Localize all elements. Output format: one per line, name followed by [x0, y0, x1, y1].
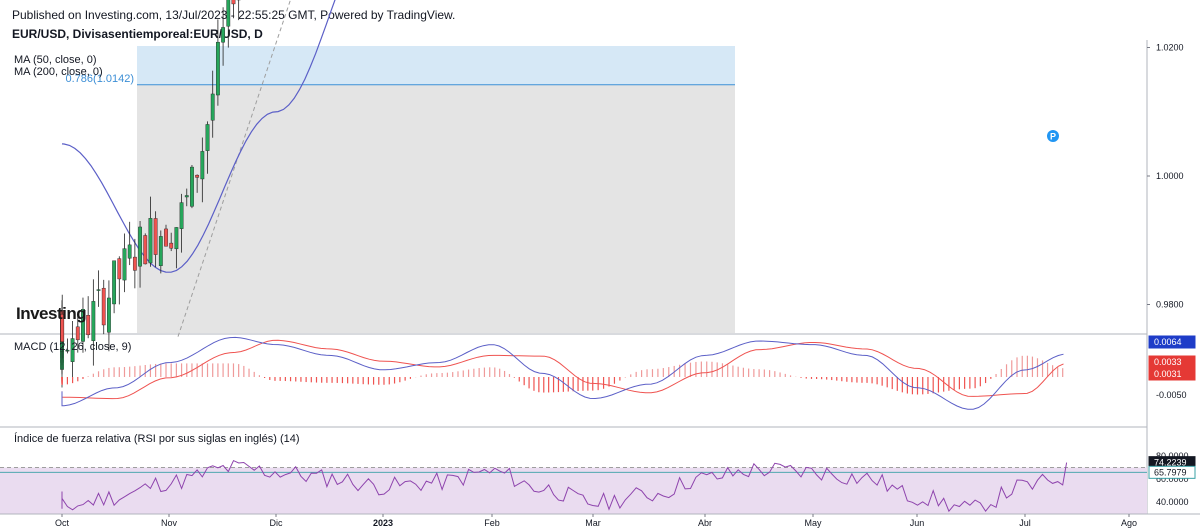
- candle: [205, 124, 210, 151]
- time-tick-label: Abr: [698, 518, 712, 528]
- time-tick-label: Jun: [910, 518, 925, 528]
- candle: [195, 174, 200, 178]
- fib-level-label: 0.786(1.0142): [66, 73, 135, 85]
- price-tick-label: 0.9800: [1156, 300, 1184, 310]
- macd-tag-box: [1148, 335, 1196, 349]
- candle: [60, 314, 65, 342]
- candle: [75, 326, 80, 341]
- ma50-legend[interactable]: MA (50, close, 0): [14, 54, 97, 66]
- candle: [70, 338, 75, 362]
- candle: [132, 256, 137, 271]
- investing-logo: Investing: [16, 304, 87, 323]
- time-tick-label: Nov: [161, 518, 178, 528]
- time-tick-label: Feb: [484, 518, 500, 528]
- candle: [215, 41, 220, 96]
- time-tick-label: Ago: [1121, 518, 1137, 528]
- rsi-tag-box: [1148, 465, 1196, 479]
- candle: [107, 297, 111, 333]
- candle: [143, 235, 148, 265]
- candle: [179, 202, 184, 229]
- fib-trend-line: [177, 0, 291, 337]
- candle: [169, 242, 174, 249]
- rsi-tick-label: 80.0000: [1156, 451, 1189, 461]
- ma200-legend[interactable]: MA (200, close, 0): [14, 66, 103, 78]
- candle: [138, 226, 142, 267]
- rsi-tick-label: 60.0000: [1156, 474, 1189, 484]
- candle: [221, 27, 225, 43]
- candle: [112, 260, 117, 305]
- candle: [122, 248, 127, 281]
- time-tick-label: Jul: [1019, 518, 1031, 528]
- macd-tag: 0.0031: [1154, 369, 1182, 379]
- candle: [184, 195, 189, 198]
- pivot-marker-icon: [1047, 130, 1059, 142]
- macd-tag-box: [1148, 367, 1196, 381]
- time-tick-label: Oct: [55, 518, 70, 528]
- rsi-tag: 74.2239: [1154, 458, 1187, 468]
- fib-zone: [137, 84, 735, 333]
- pivot-marker-label: P: [1050, 132, 1056, 142]
- candle: [190, 166, 194, 207]
- candle: [127, 244, 132, 259]
- rsi-tag: 65.7979: [1154, 467, 1187, 477]
- symbol-title: EUR/USD, Divisasentiemporeal:EUR/USD, D: [12, 27, 263, 41]
- time-tick-label: Mar: [585, 518, 601, 528]
- candle: [86, 315, 91, 336]
- candle: [226, 0, 231, 27]
- candle: [158, 236, 163, 266]
- rsi-line: [61, 459, 1068, 513]
- candle: [96, 289, 101, 291]
- price-tick-label: 1.0000: [1156, 171, 1184, 181]
- macd-tag: 0.0033: [1154, 357, 1182, 367]
- candle: [91, 301, 96, 341]
- candle: [153, 218, 158, 255]
- time-tick-label: May: [804, 518, 822, 528]
- candle: [81, 308, 85, 342]
- candle: [65, 349, 70, 352]
- macd-tick-label: -0.0050: [1156, 390, 1187, 400]
- fib-zone: [137, 46, 735, 85]
- candle: [231, 0, 236, 5]
- ma50-line: [61, 0, 336, 273]
- macd-line: [61, 336, 1064, 410]
- candle: [200, 151, 205, 180]
- candle: [210, 93, 215, 121]
- macd-signal-line: [61, 339, 1064, 400]
- candle: [101, 287, 106, 326]
- time-tick-label: 2023: [373, 518, 393, 528]
- candle: [148, 218, 153, 264]
- candle: [164, 228, 168, 247]
- time-tick-label: Dic: [270, 518, 283, 528]
- price-tick-label: 1.0200: [1156, 43, 1184, 53]
- macd-tag: 0.0064: [1154, 337, 1182, 347]
- candle: [117, 258, 122, 280]
- rsi-tick-label: 40.0000: [1156, 497, 1189, 507]
- rsi-legend[interactable]: Índice de fuerza relativa (RSI por sus s…: [14, 433, 300, 445]
- macd-legend[interactable]: MACD (12, 26, close, 9): [14, 341, 132, 353]
- candle: [174, 227, 179, 250]
